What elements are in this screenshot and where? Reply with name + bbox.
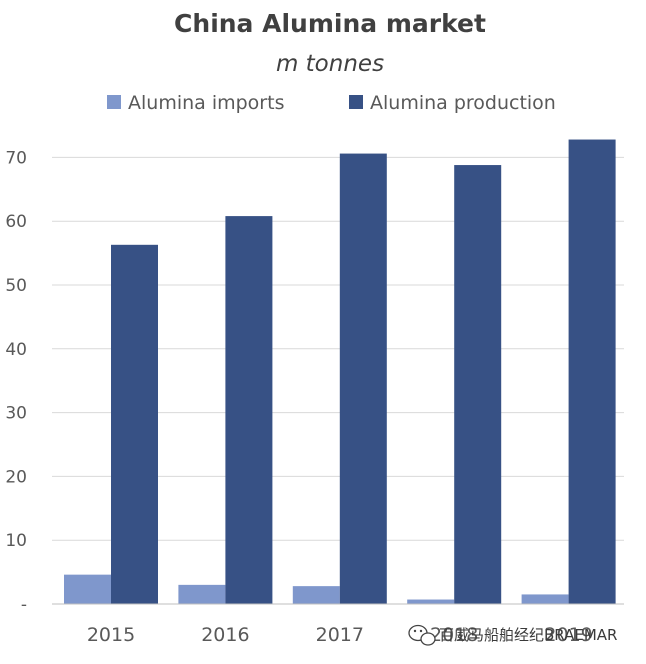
x-tick-label: 2015 (87, 624, 135, 646)
legend-swatch-production (349, 95, 363, 109)
bar-imports-2017 (292, 586, 340, 604)
bar-production-2017 (339, 153, 387, 604)
y-tick-label: 50 (5, 276, 27, 296)
bar-imports-2015 (64, 574, 111, 604)
y-tick-label: 60 (5, 212, 27, 232)
y-tick-label: 40 (5, 340, 27, 360)
legend-label-imports: Alumina imports (128, 92, 284, 114)
bar-production-2019 (568, 139, 616, 604)
bar-imports-2019 (521, 594, 569, 604)
wechat-icon (408, 624, 436, 646)
legend-label-production: Alumina production (370, 92, 556, 114)
x-tick-label: 2019 (544, 624, 592, 646)
bar-imports-2018 (407, 599, 455, 604)
watermark: 百威马船舶经纪BRAEMAR (408, 624, 617, 646)
x-axis-ticks: 2015 2016 2017 2018 2019 (87, 624, 593, 646)
bar-production-2016 (225, 216, 273, 604)
y-tick-label: 30 (5, 404, 27, 424)
y-tick-label: 70 (5, 148, 27, 168)
legend: Alumina imports Alumina production (107, 92, 556, 114)
chart-title: China Alumina market (174, 9, 486, 38)
y-tick-label: - (21, 595, 27, 615)
x-tick-label: 2016 (201, 624, 249, 646)
y-tick-label: 10 (5, 531, 27, 551)
bar-production-2018 (454, 165, 502, 604)
bar-production-2015 (111, 244, 158, 604)
watermark-text: 百威马船舶经纪BRAEMAR (439, 626, 617, 644)
bars (64, 139, 616, 604)
legend-swatch-imports (107, 95, 121, 109)
y-axis-ticks: - 10 20 30 40 50 60 70 (5, 148, 27, 615)
chart-subtitle: m tonnes (276, 51, 384, 77)
y-tick-label: 20 (5, 467, 27, 487)
x-tick-label: 2018 (430, 624, 478, 646)
x-tick-label: 2017 (316, 624, 364, 646)
bar-imports-2016 (178, 584, 226, 604)
